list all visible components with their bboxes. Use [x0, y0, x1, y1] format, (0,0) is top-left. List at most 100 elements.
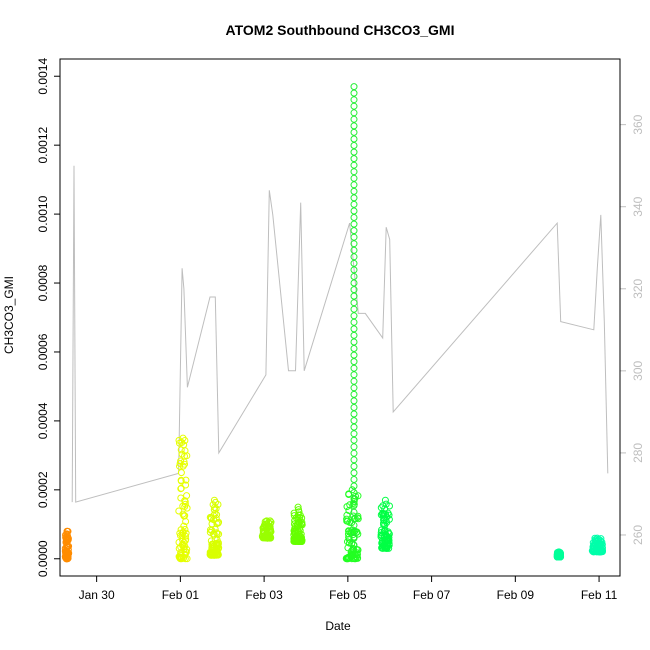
data-point	[181, 452, 188, 460]
data-point	[350, 259, 358, 267]
y2-tick-label: 280	[631, 443, 645, 463]
y2-tick-label: 360	[631, 114, 645, 134]
data-point	[63, 551, 71, 559]
y-tick-label: 0.0008	[36, 264, 50, 301]
data-point	[350, 312, 358, 320]
y-tick-label: 0.0010	[36, 195, 50, 232]
data-point	[210, 551, 218, 559]
data-point	[350, 135, 358, 143]
data-point	[182, 481, 190, 489]
data-point	[177, 469, 185, 477]
y-tick-label: 0.0004	[36, 402, 50, 439]
data-point	[291, 527, 298, 535]
data-point	[350, 417, 358, 425]
data-point	[183, 504, 191, 512]
data-point	[350, 200, 358, 208]
data-point	[350, 122, 358, 130]
data-point	[177, 543, 185, 551]
data-point	[62, 534, 70, 542]
data-point	[176, 439, 183, 447]
data-point	[213, 529, 220, 537]
data-point	[177, 551, 185, 559]
data-point	[554, 552, 562, 560]
data-point	[181, 550, 189, 558]
data-point	[350, 96, 358, 104]
data-point	[207, 515, 215, 523]
data-point	[350, 489, 358, 497]
data-point	[343, 511, 351, 519]
data-point	[214, 539, 222, 547]
data-point	[350, 351, 358, 359]
x-tick-label: Feb 03	[245, 588, 283, 602]
data-point	[350, 390, 358, 398]
data-point	[350, 253, 358, 261]
x-tick-label: Jan 30	[79, 588, 115, 602]
y-tick-label: 0.0000	[36, 540, 50, 577]
data-point	[350, 469, 358, 477]
data-point	[262, 532, 270, 540]
data-point	[350, 286, 358, 294]
data-point	[350, 476, 358, 483]
data-point	[381, 526, 389, 534]
y-tick-label: 0.0014	[36, 58, 50, 95]
data-point	[593, 534, 601, 542]
data-point	[62, 555, 70, 563]
data-point	[210, 496, 218, 504]
data-point	[211, 525, 219, 533]
data-point	[214, 501, 222, 508]
chart-title: ATOM2 Southbound CH3CO3_GMI	[226, 22, 455, 38]
data-point	[182, 476, 190, 484]
y2-tick-label: 340	[631, 196, 645, 216]
x-tick-label: Feb 11	[581, 588, 618, 602]
data-point	[180, 539, 188, 546]
data-point	[350, 83, 358, 91]
data-point	[177, 485, 185, 493]
y2-tick-label: 300	[631, 361, 645, 381]
data-point	[177, 446, 185, 454]
data-point	[175, 545, 183, 552]
data-point	[381, 496, 389, 504]
data-point	[179, 434, 187, 442]
data-point	[350, 89, 358, 97]
data-point	[350, 161, 358, 169]
data-point	[290, 520, 298, 528]
data-point	[350, 358, 358, 366]
data-point	[350, 384, 358, 392]
data-point	[354, 515, 362, 523]
data-point	[182, 518, 190, 525]
data-point	[350, 397, 358, 405]
data-point	[350, 338, 358, 346]
data-point	[212, 505, 220, 513]
data-point	[379, 502, 387, 510]
data-point	[291, 517, 299, 525]
data-point	[350, 318, 358, 326]
data-point	[385, 515, 393, 523]
data-point	[343, 503, 351, 511]
y-tick-label: 0.0012	[36, 126, 50, 163]
data-point	[181, 497, 189, 505]
data-point	[290, 509, 298, 517]
x-axis-label: Date	[325, 619, 351, 633]
data-point	[350, 371, 358, 379]
data-point	[350, 305, 358, 313]
data-point	[350, 273, 358, 280]
plot-frame	[59, 58, 621, 577]
data-point	[589, 545, 597, 553]
data-point	[380, 541, 388, 549]
x-tick-label: Feb 09	[497, 588, 535, 602]
data-point	[350, 482, 358, 490]
data-point	[350, 279, 358, 287]
data-point	[350, 142, 358, 149]
data-point	[350, 128, 358, 136]
data-point	[350, 174, 358, 182]
data-point	[385, 544, 393, 552]
data-point	[597, 540, 605, 548]
data-point	[263, 517, 271, 525]
data-point	[380, 521, 388, 529]
data-point	[354, 554, 362, 562]
x-tick-label: Feb 05	[329, 588, 367, 602]
data-point	[350, 292, 358, 300]
data-point	[177, 476, 185, 484]
data-point	[350, 227, 358, 235]
data-point	[350, 115, 358, 123]
